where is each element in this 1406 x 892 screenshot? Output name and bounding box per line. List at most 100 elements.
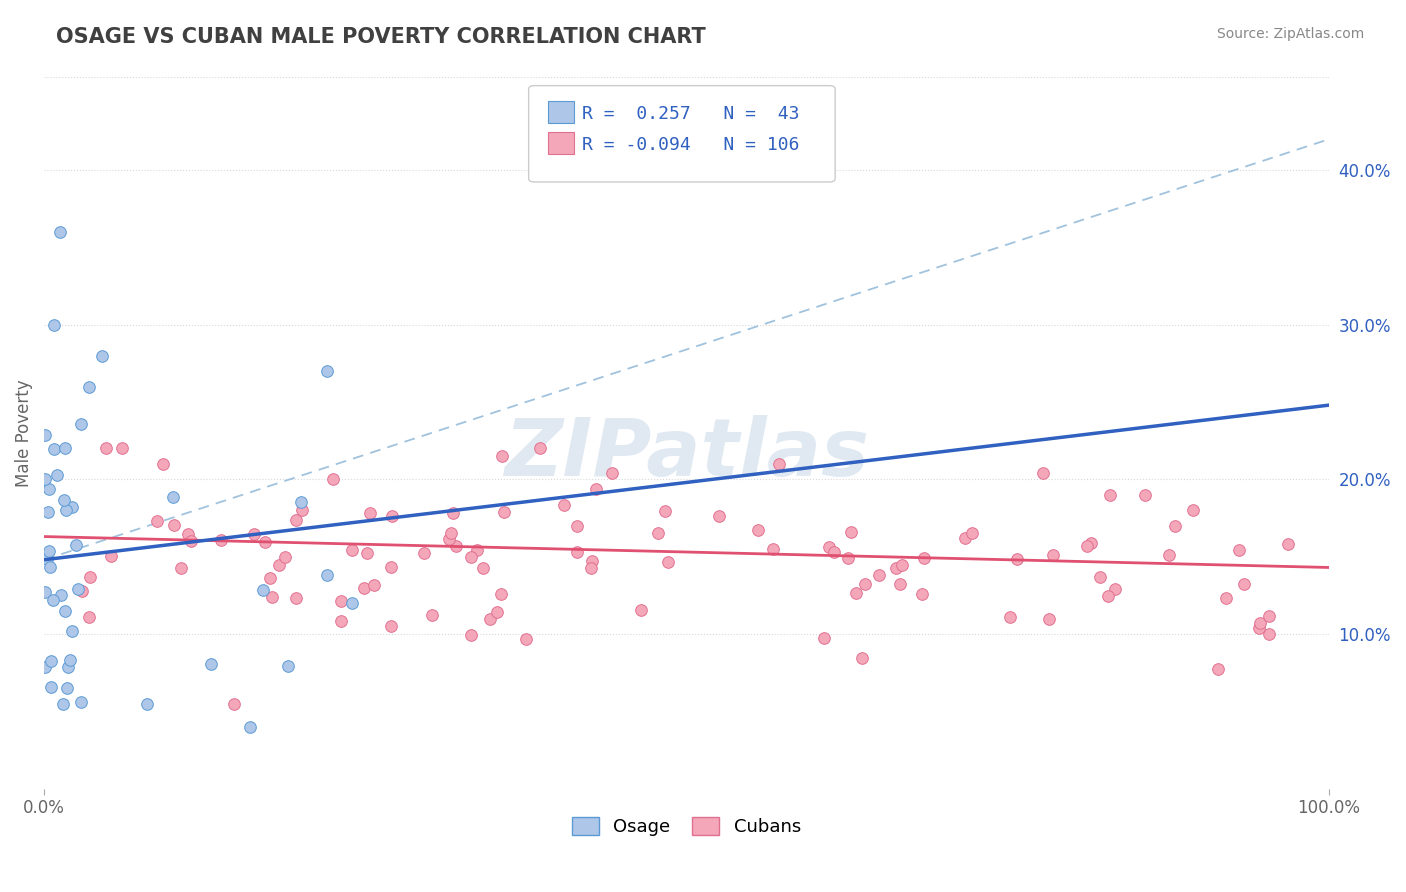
Point (471, 561, 494, 575)
Text: ZIPatlas: ZIPatlas (503, 416, 869, 493)
Point (56, 660, 79, 674)
Point (34, 660, 56, 674)
Point (1159, 548, 1181, 562)
Point (1277, 536, 1299, 550)
Point (420, 607, 443, 622)
Point (243, 527, 266, 541)
Point (363, 578, 385, 592)
Text: Source: ZipAtlas.com: Source: ZipAtlas.com (1216, 27, 1364, 41)
Point (180, 533, 202, 548)
Point (912, 551, 935, 566)
Point (53, 604, 76, 618)
Point (998, 610, 1021, 624)
Legend: Osage, Cubans: Osage, Cubans (565, 810, 808, 844)
Point (285, 513, 308, 527)
Point (1099, 488, 1122, 502)
Point (491, 587, 513, 601)
Point (315, 364, 337, 378)
Point (53, 441, 76, 455)
Point (485, 605, 508, 619)
Point (1181, 503, 1204, 517)
Point (600, 466, 623, 480)
Point (762, 541, 785, 556)
Point (657, 555, 679, 569)
Point (111, 442, 134, 456)
Point (884, 561, 907, 575)
Point (890, 558, 912, 573)
Point (146, 514, 169, 528)
Point (66, 582, 89, 597)
Point (853, 576, 876, 591)
Point (259, 571, 281, 585)
Point (381, 509, 404, 524)
Point (441, 506, 464, 520)
Point (465, 542, 488, 557)
Point (52, 493, 75, 508)
Point (239, 720, 262, 734)
Point (290, 495, 312, 509)
Point (1258, 608, 1281, 623)
Point (479, 612, 502, 626)
Point (747, 523, 769, 537)
Point (845, 585, 868, 599)
Point (515, 632, 537, 646)
Point (380, 618, 402, 632)
Point (960, 525, 983, 540)
Point (200, 657, 222, 671)
Point (1247, 621, 1270, 635)
Point (69, 417, 91, 431)
Text: R =  0.257   N =  43: R = 0.257 N = 43 (582, 105, 800, 123)
Point (70, 695, 93, 709)
Point (868, 568, 890, 582)
Point (1206, 662, 1229, 676)
Point (330, 594, 353, 608)
Point (65, 537, 87, 551)
Point (44, 442, 66, 456)
Point (581, 554, 603, 568)
Point (48, 225, 70, 239)
Point (1257, 627, 1279, 641)
Point (72, 584, 94, 599)
Point (209, 533, 232, 548)
Point (49, 588, 72, 602)
Point (413, 546, 436, 560)
Point (170, 560, 193, 574)
Point (77, 610, 100, 624)
Point (38, 483, 60, 497)
Point (162, 490, 184, 504)
Point (813, 632, 835, 646)
Point (52, 697, 75, 711)
Point (380, 560, 402, 574)
Point (585, 482, 607, 496)
Y-axis label: Male Poverty: Male Poverty (15, 379, 32, 487)
Point (163, 518, 186, 533)
Point (1249, 615, 1271, 630)
Point (446, 539, 468, 553)
Point (1163, 518, 1185, 533)
Point (38, 543, 60, 558)
Point (329, 615, 352, 629)
Point (1215, 591, 1237, 605)
Point (100, 549, 122, 563)
Point (1042, 549, 1064, 563)
Point (267, 558, 290, 573)
Point (1076, 539, 1098, 553)
Point (654, 503, 676, 517)
Point (356, 546, 378, 560)
Point (529, 442, 551, 456)
Point (839, 525, 862, 540)
Point (647, 525, 669, 540)
Point (34, 427, 56, 442)
Point (60, 500, 83, 515)
Point (460, 549, 482, 564)
Point (491, 450, 513, 464)
Point (953, 531, 976, 545)
Point (322, 472, 344, 486)
Point (35, 552, 58, 566)
Point (37, 505, 59, 519)
Point (79, 570, 101, 584)
Point (315, 568, 337, 582)
Point (342, 596, 364, 610)
Point (440, 525, 463, 540)
Point (224, 697, 246, 711)
